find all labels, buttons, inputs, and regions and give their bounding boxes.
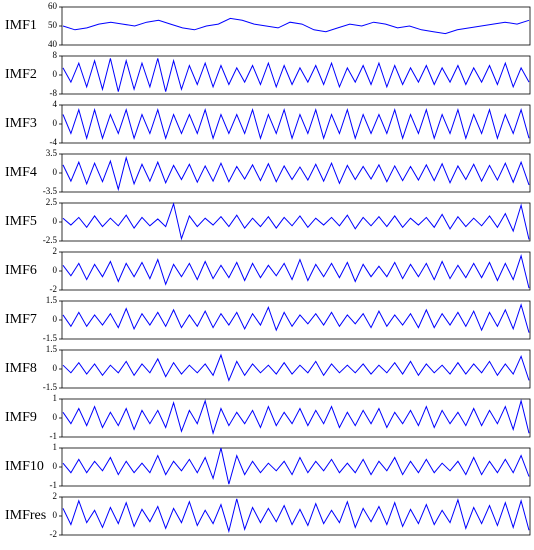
y-tick-label: 0 xyxy=(53,363,58,373)
y-tick-label: -1 xyxy=(50,431,58,441)
plot-frame xyxy=(61,104,531,144)
y-tick-label: -3.5 xyxy=(43,186,58,196)
signal-line xyxy=(62,498,530,534)
panel-label: IMF5 xyxy=(5,214,37,229)
y-tick-label: 1 xyxy=(53,393,58,403)
y-tick-label: 40 xyxy=(48,39,58,49)
y-tick-label: 1.5 xyxy=(46,344,58,354)
y-tick-label: 0 xyxy=(53,216,58,226)
y-tick-label: 0 xyxy=(53,69,58,79)
y-tick-label: 1.5 xyxy=(46,295,58,305)
y-tick-label: -2.5 xyxy=(43,235,58,245)
y-tick-label: -1.5 xyxy=(43,382,58,392)
panel-label: IMF7 xyxy=(5,312,37,327)
y-tick-label: -2 xyxy=(50,284,58,294)
y-tick-label: 60 xyxy=(48,1,58,11)
y-tick-label: -1 xyxy=(50,480,58,490)
plot-frame xyxy=(61,251,531,291)
signal-line xyxy=(62,353,530,382)
signal-line xyxy=(62,253,530,289)
y-tick-label: 0 xyxy=(53,412,58,422)
y-tick-label: 2 xyxy=(53,491,58,501)
panel-label: IMF2 xyxy=(5,67,37,82)
panel-label: IMF3 xyxy=(5,116,37,131)
y-tick-label: 8 xyxy=(53,50,58,60)
y-tick-label: -2 xyxy=(50,529,58,539)
signal-line xyxy=(62,447,530,485)
y-tick-label: 50 xyxy=(48,20,58,30)
y-tick-label: -4 xyxy=(50,137,58,147)
panel-label: IMF1 xyxy=(5,18,37,33)
y-tick-label: 0 xyxy=(53,314,58,324)
plot-frame xyxy=(61,55,531,95)
signal-line xyxy=(62,201,530,241)
panel-label: IMF4 xyxy=(5,165,37,180)
y-tick-label: 1 xyxy=(53,442,58,452)
panel-label: IMF10 xyxy=(5,459,44,474)
y-tick-label: 0 xyxy=(53,510,58,520)
y-tick-label: 0 xyxy=(53,167,58,177)
signal-line xyxy=(62,58,530,92)
panel-label: IMF8 xyxy=(5,361,37,376)
signal-line xyxy=(62,398,530,436)
plot-frame xyxy=(61,398,531,438)
panel-label: IMFres xyxy=(5,508,46,523)
y-tick-label: 2 xyxy=(53,246,58,256)
panel-label: IMF9 xyxy=(5,410,37,425)
signal-line xyxy=(62,155,530,192)
plot-frame xyxy=(61,202,531,242)
y-tick-label: 3.5 xyxy=(46,148,58,158)
y-tick-label: -1.5 xyxy=(43,333,58,343)
signal-line xyxy=(62,303,530,333)
y-tick-label: 4 xyxy=(53,99,58,109)
y-tick-label: 0 xyxy=(53,265,58,275)
signal-line xyxy=(62,107,530,141)
panel-label: IMF6 xyxy=(5,263,37,278)
y-tick-label: -8 xyxy=(50,88,58,98)
signal-line xyxy=(62,17,530,35)
y-tick-label: 0 xyxy=(53,118,58,128)
y-tick-label: 0 xyxy=(53,461,58,471)
y-tick-label: 2.5 xyxy=(46,197,58,207)
